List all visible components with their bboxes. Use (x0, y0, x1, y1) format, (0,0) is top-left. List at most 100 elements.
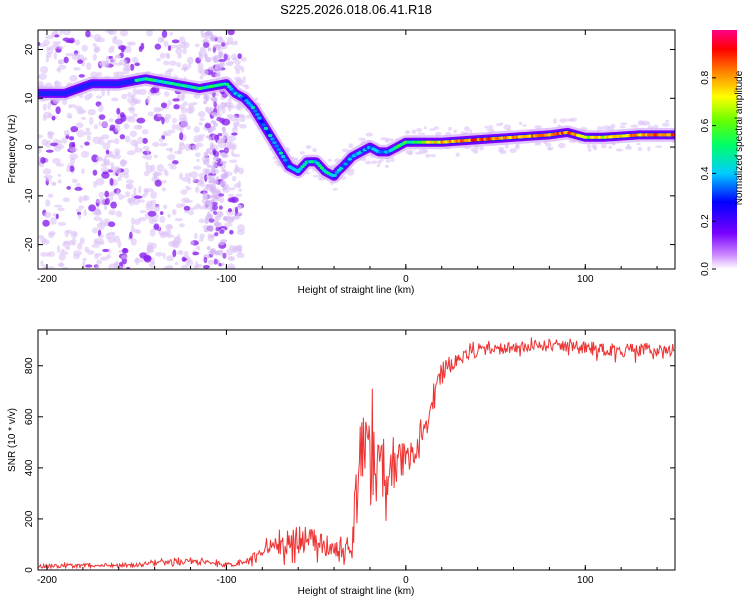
noise-blob (218, 263, 222, 267)
noise-blob (93, 124, 99, 130)
noise-blob (235, 193, 243, 197)
noise-blob (87, 108, 96, 116)
noise-blob (433, 126, 440, 130)
noise-blob (159, 232, 168, 239)
noise-blob (125, 183, 132, 190)
noise-blob (57, 179, 62, 184)
noise-blob (68, 136, 75, 141)
noise-blob (227, 135, 237, 142)
noise-blob (635, 142, 641, 146)
noise-blob (174, 217, 183, 222)
noise-blob (215, 226, 221, 232)
noise-blob (209, 106, 213, 113)
noise-blob (206, 31, 213, 36)
noise-blob (156, 107, 165, 111)
noise-blob (159, 142, 168, 147)
noise-blob (74, 186, 83, 191)
noise-blob (145, 203, 154, 211)
noise-blob (162, 60, 170, 66)
noise-blob (93, 216, 101, 222)
noise-blob (161, 30, 168, 38)
noise-blob (234, 59, 241, 65)
noise-blob (171, 160, 179, 165)
noise-blob (587, 148, 592, 152)
noise-blob (227, 256, 235, 262)
noise-blob (226, 41, 230, 46)
noise-blob (423, 126, 427, 130)
noise-blob (119, 59, 128, 66)
noise-blob (40, 157, 46, 164)
noise-blob (186, 125, 191, 130)
noise-blob (232, 57, 238, 61)
noise-blob (69, 153, 79, 160)
noise-blob (227, 208, 233, 213)
noise-blob (189, 171, 199, 179)
noise-blob (214, 64, 219, 71)
noise-blob (126, 150, 136, 156)
noise-blob (174, 236, 178, 240)
ridge-cell (298, 167, 303, 171)
noise-blob (99, 234, 104, 238)
noise-blob (121, 247, 129, 254)
noise-blob (196, 158, 200, 163)
noise-blob (141, 129, 149, 135)
noise-blob (38, 134, 43, 139)
noise-blob (376, 164, 381, 168)
noise-blob (88, 117, 94, 125)
noise-blob (547, 146, 554, 151)
colorbar-tick-label: 0.4 (700, 166, 711, 180)
noise-blob (142, 137, 148, 144)
colorbar-tick-label: 0.0 (700, 262, 711, 276)
noise-blob (54, 34, 60, 38)
noise-blob (146, 95, 151, 104)
noise-blob (85, 127, 91, 132)
noise-blob (57, 245, 61, 254)
noise-blob (113, 235, 120, 243)
noise-blob (211, 169, 217, 175)
noise-blob (139, 252, 147, 259)
snr-frame (37, 329, 676, 571)
noise-blob (169, 44, 177, 49)
noise-blob (58, 253, 66, 261)
noise-blob (227, 263, 236, 269)
noise-blob (205, 106, 210, 113)
noise-blob (202, 42, 210, 48)
noise-blob (194, 43, 200, 48)
noise-blob (229, 159, 238, 164)
noise-blob (166, 129, 176, 134)
noise-blob (52, 41, 62, 45)
snr-y-ticks: 0 200 400 600 800 (24, 357, 675, 573)
noise-blob (195, 203, 201, 208)
ridge-cell (252, 109, 258, 113)
ridge-cell (259, 119, 264, 124)
noise-blob (47, 266, 55, 269)
noise-blob (156, 164, 165, 173)
noise-blob (237, 53, 242, 60)
noise-blob (178, 36, 186, 45)
noise-blob (148, 261, 156, 269)
noise-blob (150, 191, 158, 199)
noise-blob (196, 263, 203, 268)
y-tick-label: 10 (24, 92, 35, 104)
noise-blob (45, 199, 51, 207)
ridge-cell (261, 123, 266, 127)
noise-blob (119, 134, 126, 140)
noise-blob (559, 118, 567, 123)
noise-blob (305, 172, 311, 175)
x-tick-label: -200 (37, 274, 57, 285)
noise-blob (40, 251, 48, 257)
noise-blob (608, 145, 613, 149)
ridge-cell (244, 99, 249, 103)
noise-blob (88, 204, 97, 212)
noise-blob (358, 137, 366, 141)
noise-blob (193, 135, 202, 139)
noise-blob (194, 232, 198, 240)
ridge-cell (302, 162, 307, 167)
noise-blob (159, 211, 164, 216)
noise-blob (213, 258, 218, 265)
noise-blob (57, 67, 61, 73)
ridge-cell (224, 82, 230, 87)
noise-blob (48, 193, 54, 198)
noise-blob (187, 56, 194, 65)
ridge-cell (280, 155, 286, 159)
